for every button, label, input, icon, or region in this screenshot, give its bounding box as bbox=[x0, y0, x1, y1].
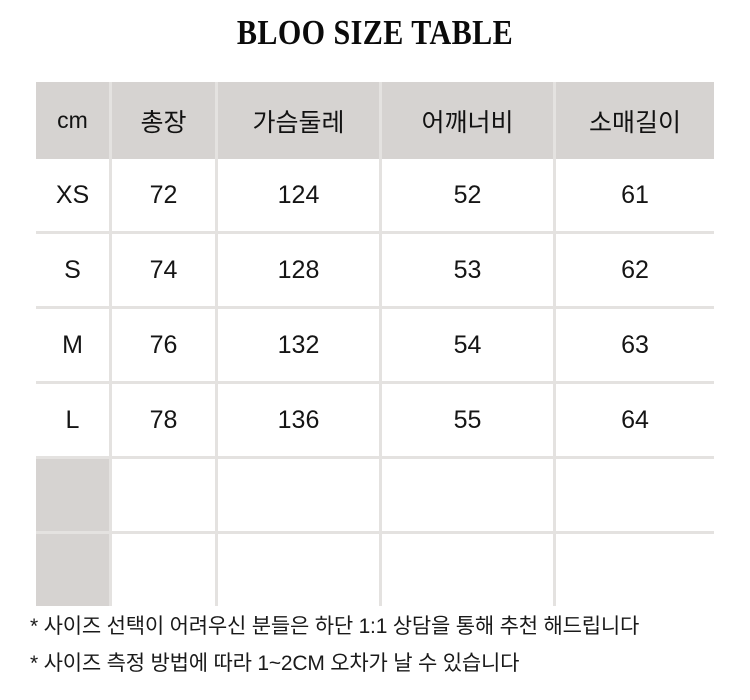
measurement-cell: 53 bbox=[382, 234, 556, 309]
page-title: BLOO SIZE TABLE bbox=[236, 13, 514, 52]
table-row: S 74 128 53 62 bbox=[36, 234, 714, 309]
measurement-cell bbox=[556, 534, 714, 606]
column-header-cell: 어깨너비 bbox=[382, 82, 556, 159]
measurement-cell: 132 bbox=[218, 309, 382, 384]
measurement-cell bbox=[112, 459, 218, 534]
size-table-container: cm 총장 가슴둘레 어깨너비 소매길이 XS 72 124 52 61 S 7 bbox=[36, 82, 714, 606]
measurement-cell: 52 bbox=[382, 159, 556, 234]
size-label-cell bbox=[36, 534, 112, 606]
measurement-cell: 128 bbox=[218, 234, 382, 309]
table-row: M 76 132 54 63 bbox=[36, 309, 714, 384]
measurement-cell: 64 bbox=[556, 384, 714, 459]
measurement-cell: 61 bbox=[556, 159, 714, 234]
measurement-cell: 54 bbox=[382, 309, 556, 384]
measurement-cell bbox=[382, 534, 556, 606]
measurement-cell bbox=[112, 534, 218, 606]
table-header-row: cm 총장 가슴둘레 어깨너비 소매길이 bbox=[36, 82, 714, 159]
column-header-cell: 총장 bbox=[112, 82, 218, 159]
size-label-cell: M bbox=[36, 309, 112, 384]
table-row-empty bbox=[36, 534, 714, 606]
measurement-cell: 55 bbox=[382, 384, 556, 459]
column-header-cell: 소매길이 bbox=[556, 82, 714, 159]
size-label-cell bbox=[36, 459, 112, 534]
measurement-cell: 63 bbox=[556, 309, 714, 384]
table-row-empty bbox=[36, 459, 714, 534]
table-row: XS 72 124 52 61 bbox=[36, 159, 714, 234]
size-label-cell: L bbox=[36, 384, 112, 459]
measurement-cell: 124 bbox=[218, 159, 382, 234]
size-label-cell: XS bbox=[36, 159, 112, 234]
measurement-cell: 78 bbox=[112, 384, 218, 459]
measurement-cell bbox=[556, 459, 714, 534]
footnote-measurement-tolerance: * 사이즈 측정 방법에 따라 1~2CM 오차가 날 수 있습니다 bbox=[30, 652, 520, 675]
unit-header-cell: cm bbox=[36, 82, 112, 159]
size-label-cell: S bbox=[36, 234, 112, 309]
measurement-cell: 74 bbox=[112, 234, 218, 309]
footnotes: * 사이즈 선택이 어려우신 분들은 하단 1:1 상담을 통해 추천 해드립니… bbox=[30, 608, 730, 682]
column-header-cell: 가슴둘레 bbox=[218, 82, 382, 159]
size-table-header: cm 총장 가슴둘레 어깨너비 소매길이 bbox=[36, 82, 714, 159]
measurement-cell: 136 bbox=[218, 384, 382, 459]
measurement-cell bbox=[218, 459, 382, 534]
measurement-cell bbox=[218, 534, 382, 606]
measurement-cell: 72 bbox=[112, 159, 218, 234]
measurement-cell: 76 bbox=[112, 309, 218, 384]
footnote-consultation: * 사이즈 선택이 어려우신 분들은 하단 1:1 상담을 통해 추천 해드립니… bbox=[30, 615, 640, 638]
measurement-cell: 62 bbox=[556, 234, 714, 309]
size-table: cm 총장 가슴둘레 어깨너비 소매길이 XS 72 124 52 61 S 7 bbox=[36, 82, 714, 606]
measurement-cell bbox=[382, 459, 556, 534]
table-row: L 78 136 55 64 bbox=[36, 384, 714, 459]
size-table-body: XS 72 124 52 61 S 74 128 53 62 M 76 132 bbox=[36, 159, 714, 606]
